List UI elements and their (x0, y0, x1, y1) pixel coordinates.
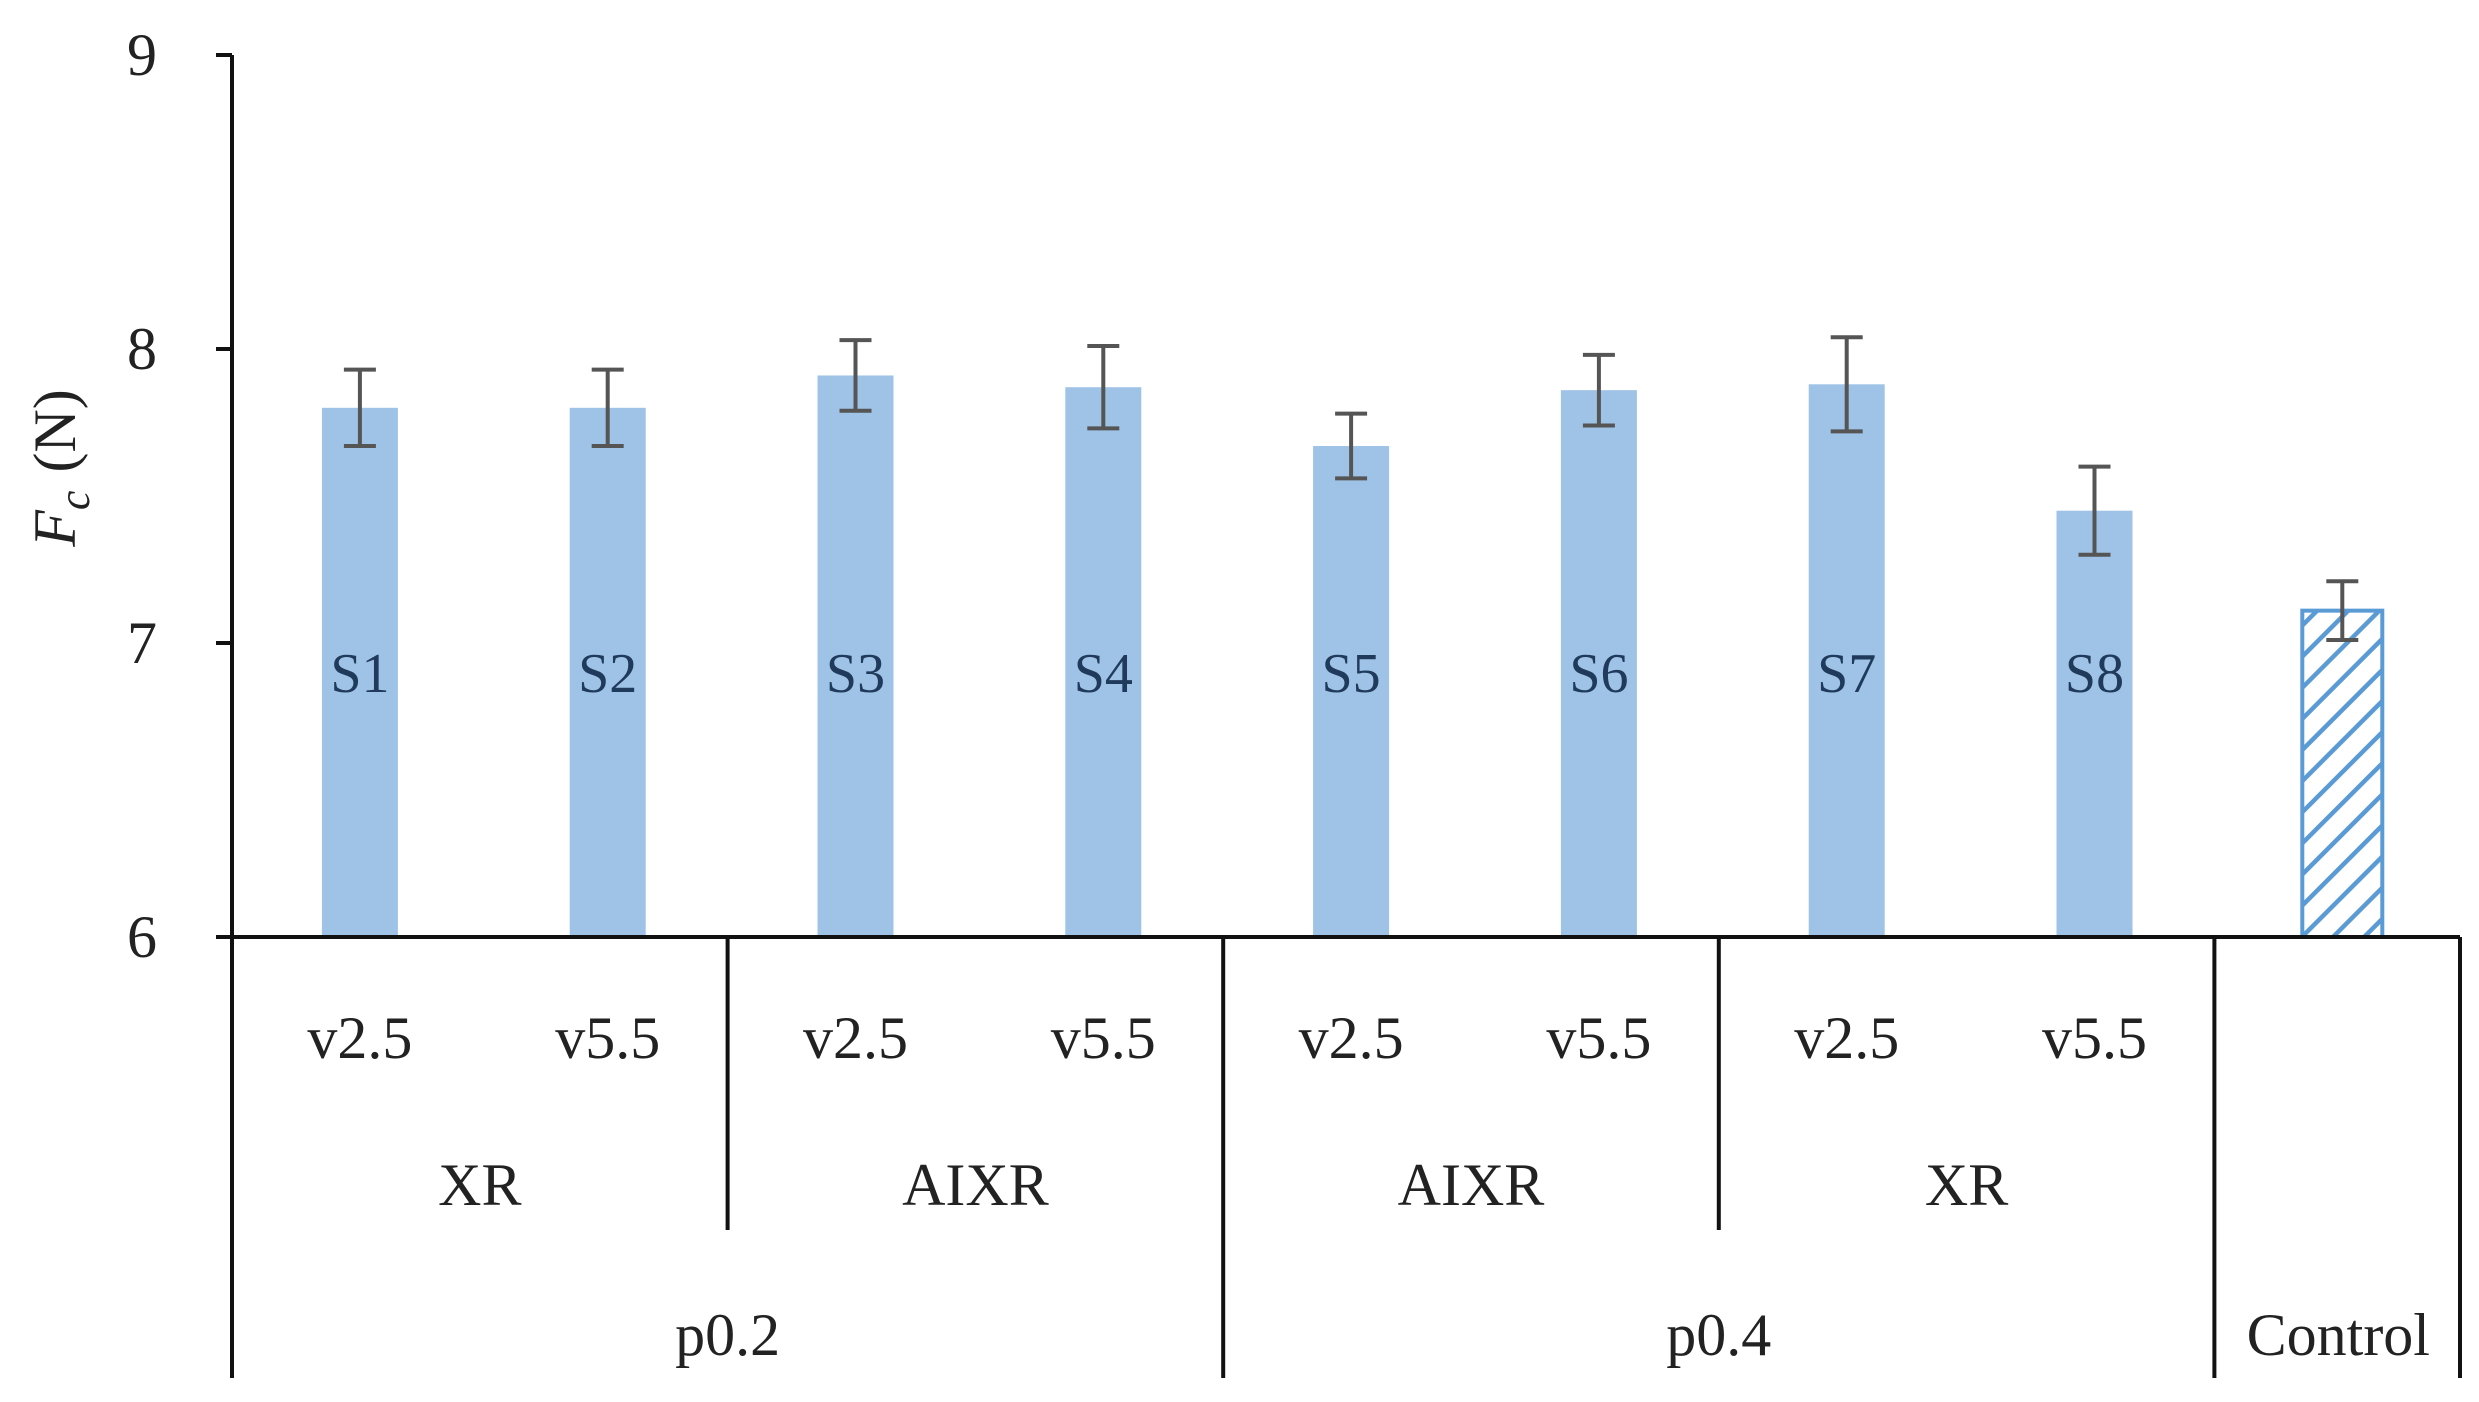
y-axis-subscript: c (50, 490, 99, 510)
bar-s1 (321, 407, 398, 937)
bar-s8 (2056, 510, 2133, 937)
x-group-label-level3: p0.2 (675, 1302, 780, 1368)
x-tick-label-level1: v2.5 (803, 1005, 908, 1071)
bars-layer (321, 335, 2385, 939)
error-bar (1087, 344, 1120, 431)
x-group-label-level3: p0.4 (1666, 1302, 1771, 1368)
y-axis-title: Fc (N) (22, 389, 99, 547)
bar-label: S1 (330, 643, 389, 705)
error-bar (591, 367, 624, 449)
bar-s7 (1808, 384, 1885, 937)
x-group-label-level2: AIXR (902, 1152, 1049, 1218)
bar-label: S6 (1569, 643, 1628, 705)
bar-s2 (569, 407, 646, 937)
x-group-label-level2: XR (438, 1152, 521, 1218)
x-tick-label-level1: v5.5 (1051, 1005, 1156, 1071)
x-group-label-level2: AIXR (1398, 1152, 1545, 1218)
bar-label: S3 (826, 643, 885, 705)
y-tick-label: 8 (127, 316, 157, 382)
error-bar (343, 367, 376, 449)
y-axis-symbol: F (22, 509, 88, 548)
error-bar (1830, 335, 1863, 434)
error-bar (1582, 352, 1615, 428)
bar-s5 (1313, 446, 1390, 937)
bar-s6 (1560, 390, 1637, 937)
bar-control (2300, 608, 2385, 939)
bar-label: S8 (2065, 643, 2124, 705)
x-tick-label-level1: v5.5 (2042, 1005, 2147, 1071)
x-tick-label-level1: v2.5 (1299, 1005, 1404, 1071)
y-tick-label: 7 (127, 610, 157, 676)
labels-layer: S1 v2.5 S2 v5.5 S3 v2.5 S4 v5.5 S5 v2.5 S6 v5.5 S7 v2… (127, 22, 2430, 1368)
x-group-label-level3: Control (2247, 1302, 2430, 1368)
bar-s4 (1065, 387, 1142, 938)
bar-label: S5 (1322, 643, 1381, 705)
x-tick-label-level1: v2.5 (1794, 1005, 1899, 1071)
error-bar (839, 338, 872, 413)
x-tick-label-level1: v5.5 (1546, 1005, 1651, 1071)
axes-layer (216, 53, 2462, 1378)
y-axis-unit: (N) (22, 389, 88, 472)
bar-label: S7 (1817, 643, 1876, 705)
bar-label: S2 (578, 643, 637, 705)
y-tick-label: 9 (127, 22, 157, 88)
error-bar (1335, 411, 1368, 481)
error-bar (2326, 579, 2359, 643)
error-bar (2078, 464, 2111, 557)
x-group-label-level2: XR (1925, 1152, 2008, 1218)
y-tick-label: 6 (127, 904, 157, 970)
bar-s3 (817, 375, 894, 938)
x-tick-label-level1: v5.5 (555, 1005, 660, 1071)
bar-label: S4 (1074, 643, 1133, 705)
x-tick-label-level1: v2.5 (307, 1005, 412, 1071)
